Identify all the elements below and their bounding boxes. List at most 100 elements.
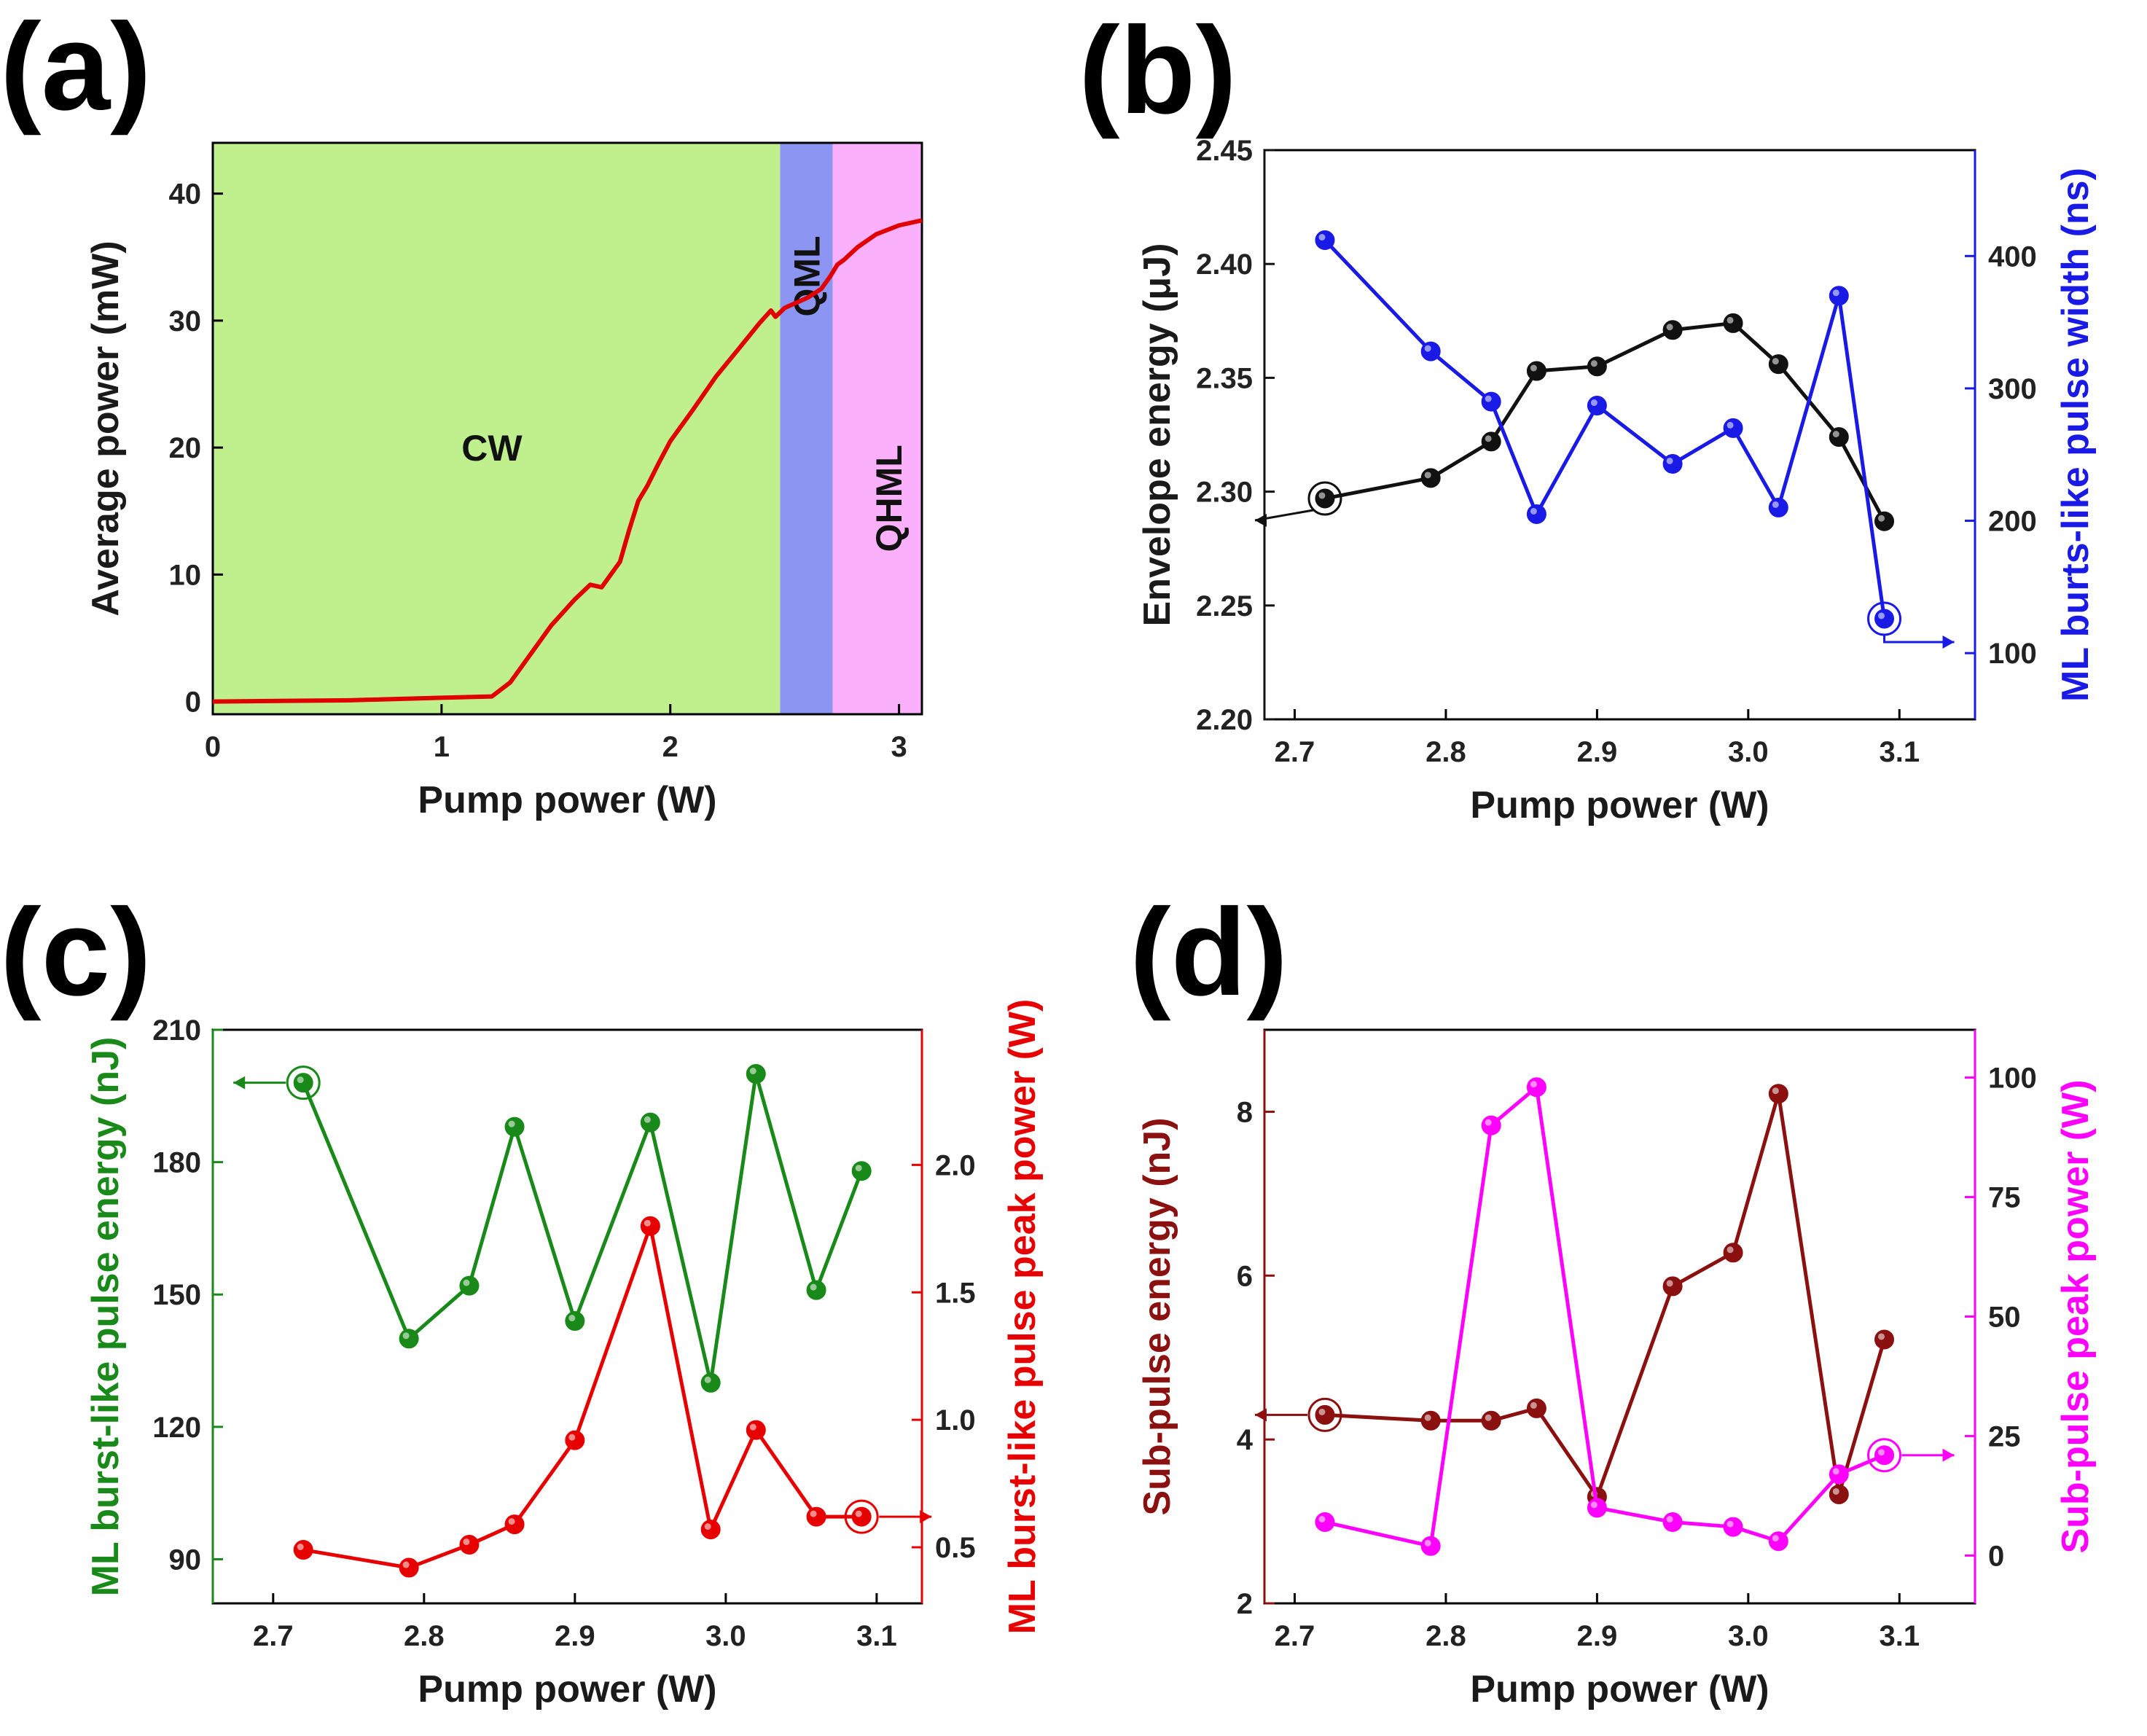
- data-point-highlight: [1772, 1535, 1779, 1542]
- y-axis-title: Average power (mW): [85, 241, 127, 616]
- y2-axis-title: Sub-pulse peak power (W): [2054, 1079, 2097, 1553]
- panel-c: (c) 2.7 2.8 2.9 3.0 3.1 Pump power (W) 90 120 150…: [0, 883, 1044, 1710]
- x-tick-label: 2.7: [1275, 736, 1315, 768]
- series-line: [212, 218, 923, 704]
- y-tick-label: 2.25: [1196, 590, 1253, 622]
- data-point: [399, 1557, 419, 1578]
- data-point-highlight: [1666, 1280, 1673, 1287]
- data-point: [504, 1117, 525, 1137]
- data-point: [1829, 286, 1849, 306]
- y-axis-title: ML burst-like pulse energy (nJ): [85, 1037, 127, 1597]
- data-point-highlight: [1485, 395, 1492, 402]
- axis-marker-arrowhead: [1254, 513, 1267, 527]
- x-axis-title: Pump power (W): [1470, 784, 1769, 826]
- y-tick-label: 40: [169, 179, 202, 211]
- axis-marker-arrowhead: [1254, 1408, 1267, 1422]
- data-point-highlight: [1726, 316, 1734, 324]
- data-point: [1420, 341, 1441, 361]
- axis-marker-ring: [1867, 1438, 1902, 1473]
- x-axis-title: Pump power (W): [418, 779, 716, 821]
- data-point-highlight: [568, 1434, 576, 1441]
- data-point: [1526, 504, 1546, 524]
- data-point: [1481, 1115, 1501, 1135]
- data-point-highlight: [1485, 1414, 1492, 1421]
- region-label-qhml: QHML: [869, 445, 910, 552]
- data-point: [746, 1064, 766, 1084]
- data-point: [1662, 320, 1683, 340]
- series-line-right: [1324, 1085, 1885, 1548]
- data-point-highlight: [704, 1523, 711, 1530]
- data-point: [1768, 354, 1788, 375]
- x-tick-label: 2.8: [404, 1620, 445, 1652]
- data-point-highlight: [1772, 501, 1779, 508]
- data-point-highlight: [1726, 1246, 1734, 1254]
- data-point: [1874, 1445, 1895, 1466]
- data-point-highlight: [1878, 1333, 1885, 1340]
- series-line-right: [1323, 238, 1887, 619]
- data-point-highlight: [644, 1116, 651, 1123]
- data-point: [1723, 313, 1743, 333]
- data-point-highlight: [463, 1279, 470, 1286]
- data-point-highlight: [1424, 1414, 1431, 1421]
- y-axis-title: Sub-pulse energy (nJ): [1136, 1117, 1178, 1515]
- data-point: [565, 1430, 585, 1450]
- data-point: [1662, 453, 1683, 474]
- y-tick-label: 6: [1237, 1260, 1253, 1292]
- data-point-highlight: [1666, 324, 1673, 331]
- data-point-highlight: [1832, 1487, 1839, 1495]
- data-point-highlight: [1318, 1408, 1326, 1415]
- y2-tick-label: 75: [1988, 1182, 2021, 1214]
- y-tick-label: 2.40: [1196, 249, 1253, 281]
- data-point-highlight: [463, 1538, 470, 1546]
- data-point-highlight: [1485, 435, 1492, 442]
- x-tick-label: 3.1: [1879, 736, 1920, 768]
- data-point: [1723, 418, 1743, 438]
- x-tick-label: 2: [662, 731, 678, 763]
- data-point-highlight: [1590, 399, 1597, 407]
- data-point: [1526, 361, 1546, 381]
- data-point: [640, 1112, 660, 1133]
- y-tick-label: 2.30: [1196, 477, 1253, 509]
- data-point: [640, 1216, 660, 1236]
- y-tick-label: 0: [185, 687, 201, 719]
- axis-marker-arrowhead: [233, 1076, 246, 1090]
- series-line-right: [302, 1224, 862, 1570]
- data-point-highlight: [855, 1165, 862, 1172]
- data-point: [1315, 1404, 1335, 1425]
- data-point: [851, 1161, 872, 1181]
- axis-marker-arrow: [1883, 634, 1955, 644]
- data-point-highlight: [402, 1561, 410, 1568]
- x-tick-label: 0: [205, 731, 221, 763]
- data-point-highlight: [644, 1219, 651, 1227]
- y-tick-label: 180: [152, 1147, 201, 1179]
- x-axis-title: Pump power (W): [418, 1668, 716, 1710]
- x-tick-label: 2.9: [1577, 1620, 1618, 1652]
- axis-marker-ring: [844, 1499, 879, 1534]
- data-point: [1420, 1410, 1441, 1431]
- x-tick-label: 3.0: [1728, 1620, 1769, 1652]
- data-point-highlight: [1832, 1468, 1839, 1475]
- data-point: [459, 1275, 480, 1296]
- data-point: [700, 1520, 721, 1540]
- data-point-highlight: [1530, 364, 1537, 372]
- y2-tick-label: 100: [1988, 1063, 2037, 1095]
- data-point: [565, 1311, 585, 1332]
- data-point: [1874, 609, 1895, 629]
- panel-b: (b) 2.7 2.8 2.9 3.0 3.1 Pump power (W) 2.20 2.25…: [1079, 1, 2097, 826]
- x-tick-label: 2.8: [1426, 736, 1466, 768]
- y2-tick-label: 1.0: [935, 1404, 976, 1436]
- x-tick-label: 2.9: [1577, 736, 1618, 768]
- data-point-highlight: [810, 1510, 817, 1517]
- data-point-highlight: [1878, 515, 1885, 522]
- data-point: [1481, 391, 1501, 412]
- data-point-highlight: [1772, 358, 1779, 365]
- data-point: [1829, 427, 1849, 447]
- y2-tick-label: 2.0: [935, 1149, 976, 1181]
- data-point: [504, 1514, 525, 1535]
- data-point-highlight: [1530, 507, 1537, 515]
- x-tick-label: 2.8: [1426, 1620, 1466, 1652]
- y-tick-label: 30: [169, 305, 202, 337]
- y2-axis-title: ML burts-like pulse width (ns): [2054, 168, 2097, 702]
